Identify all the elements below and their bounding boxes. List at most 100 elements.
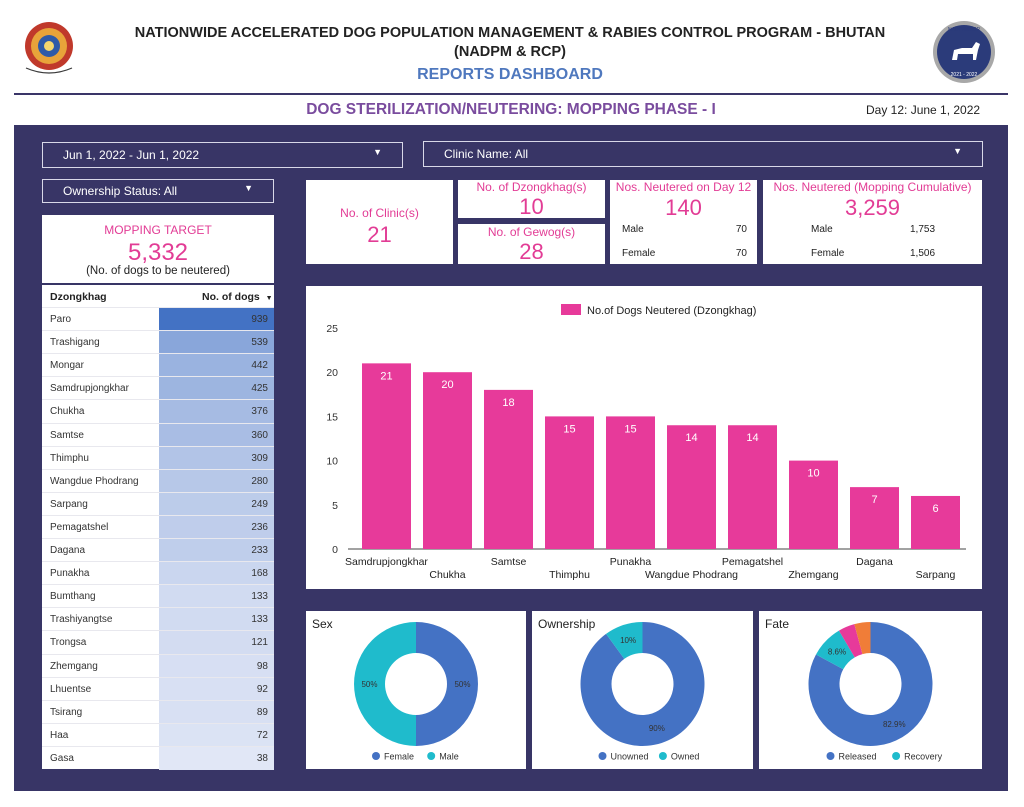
row-dog-count: 92 <box>256 683 268 695</box>
sex-donut-chart: Sex 50% 50% Female Male <box>312 617 478 762</box>
table-row[interactable]: Haa 72 <box>42 722 274 747</box>
x-tick-label: Wangdue Phodrang <box>645 569 738 581</box>
row-dzongkhag-name: Sarpang <box>50 498 88 510</box>
x-tick-label: Punakha <box>610 556 652 568</box>
gewogs-value: 28 <box>519 239 544 264</box>
table-header-count[interactable]: No. of dogs ▼ <box>202 291 273 313</box>
y-tick-label: 10 <box>326 456 338 468</box>
bar-chart: No.of Dogs Neutered (Dzongkhag) 0 5 10 15 20 2… <box>326 304 966 581</box>
bar[interactable] <box>789 460 838 549</box>
donut-legend-item[interactable]: Unowned <box>598 752 649 762</box>
row-heat-cell <box>159 446 274 470</box>
bar[interactable] <box>362 363 411 549</box>
clinic-dropdown[interactable]: Clinic Name: All ▼ <box>423 141 983 167</box>
row-dog-count: 309 <box>251 452 268 464</box>
donut-slice[interactable] <box>808 622 933 746</box>
table-row[interactable]: Samdrupjongkhar 425 <box>42 376 274 401</box>
row-heat-cell <box>159 308 274 331</box>
donut-slice[interactable] <box>354 622 416 746</box>
table-row[interactable]: Dagana 233 <box>42 538 274 562</box>
bar[interactable] <box>423 372 472 549</box>
table-row[interactable]: Thimphu 309 <box>42 445 274 470</box>
donut-legend-item[interactable]: Female <box>372 752 414 762</box>
row-dzongkhag-name: Punakha <box>50 568 90 580</box>
row-heat-cell <box>159 746 274 770</box>
program-title: NATIONWIDE ACCELERATED DOG POPULATION MA… <box>134 25 886 60</box>
row-dzongkhag-name: Thimphu <box>50 452 89 464</box>
bar[interactable] <box>606 416 655 549</box>
donut-legend-item[interactable]: Male <box>427 752 459 762</box>
ownership-dropdown[interactable]: Ownership Status: All ▼ <box>42 179 274 203</box>
dashboard-title: REPORTS DASHBOARD <box>417 66 603 83</box>
table-row[interactable]: Punakha 168 <box>42 561 274 586</box>
page-subtitle: DOG STERILIZATION/NEUTERING: MOPPING PHA… <box>306 101 716 118</box>
row-dzongkhag-name: Samdrupjongkhar <box>50 383 129 395</box>
bar[interactable] <box>911 495 960 549</box>
table-row[interactable]: Bumthang 133 <box>42 584 274 609</box>
clinics-value: 21 <box>367 222 392 247</box>
table-row[interactable]: Trashiyangtse 133 <box>42 607 274 632</box>
table-row[interactable]: Pemagatshel 236 <box>42 514 274 539</box>
row-dzongkhag-name: Trashigang <box>50 337 100 349</box>
table-row[interactable]: Sarpang 249 <box>42 491 274 516</box>
donut-slice[interactable] <box>606 622 643 659</box>
row-dzongkhag-name: Trongsa <box>50 637 87 649</box>
donut-slice[interactable] <box>580 622 705 746</box>
donut-legend-item[interactable]: Owned <box>658 752 700 762</box>
row-heat-cell <box>159 654 274 678</box>
table-row[interactable]: Lhuentse 92 <box>42 676 274 701</box>
bar[interactable] <box>667 425 716 549</box>
date-range-dropdown[interactable]: Jun 1, 2022 - Jun 1, 2022 ▼ <box>42 142 403 168</box>
y-tick-label: 5 <box>332 500 338 512</box>
x-tick-label: Chukha <box>429 569 465 581</box>
donut-legend-item[interactable]: Released <box>826 752 877 762</box>
donut-title: Ownership <box>538 617 596 631</box>
bar-chart-card: No.of Dogs Neutered (Dzongkhag) 0 5 10 15 20 2… <box>306 286 982 589</box>
row-dog-count: 360 <box>251 429 268 441</box>
donut-legend-item[interactable]: Recovery <box>892 752 943 762</box>
table-row[interactable]: Trashigang 539 <box>42 330 274 355</box>
row-heat-cell <box>159 539 274 562</box>
day12-female-value: 70 <box>735 248 747 259</box>
row-heat-cell <box>159 400 274 424</box>
table-header-dzongkhag[interactable]: Dzongkhag <box>50 291 107 303</box>
bar[interactable] <box>728 425 777 549</box>
table-row[interactable]: Trongsa 121 <box>42 630 274 655</box>
table-row[interactable]: Wangdue Phodrang 280 <box>42 468 274 493</box>
table-row[interactable]: Chukha 376 <box>42 399 274 424</box>
donut-slice[interactable] <box>854 622 871 655</box>
table-row[interactable]: Samtse 360 <box>42 422 274 447</box>
legend-label: Released <box>839 752 877 762</box>
fate-donut-card: Fate 82.9% 8.6% Released Recovery <box>759 611 982 769</box>
bar[interactable] <box>484 389 533 549</box>
row-dog-count: 442 <box>251 360 268 372</box>
row-dzongkhag-name: Trashiyangtse <box>50 614 113 626</box>
table-row[interactable]: Zhemgang 98 <box>42 653 274 678</box>
row-dog-count: 376 <box>251 406 268 418</box>
table-row[interactable]: Gasa 38 <box>42 745 274 770</box>
ownership-donut-chart: Ownership 90% 10% Unowned Owned <box>538 617 705 762</box>
bar[interactable] <box>850 487 899 549</box>
donut-slice[interactable] <box>815 630 855 670</box>
table-row[interactable]: Tsirang 89 <box>42 699 274 724</box>
nadpm-logo-years: 2021 - 2022 <box>951 72 978 78</box>
row-heat-cell <box>159 608 274 632</box>
row-dzongkhag-name: Mongar <box>50 360 84 372</box>
y-tick-label: 0 <box>332 544 338 556</box>
row-dzongkhag-name: Haa <box>50 729 69 741</box>
chart-legend: No.of Dogs Neutered (Dzongkhag) <box>561 304 756 317</box>
row-heat-cell <box>159 677 274 701</box>
legend-swatch <box>561 304 581 315</box>
row-dog-count: 168 <box>251 568 268 580</box>
row-heat-cell <box>159 377 274 401</box>
mopping-target-value: 5,332 <box>127 239 189 266</box>
table-row[interactable]: Paro 939 <box>42 307 274 331</box>
dzongkhags-value: 10 <box>519 194 544 219</box>
table-row[interactable]: Mongar 442 <box>42 353 274 378</box>
cumulative-label: Nos. Neutered (Mopping Cumulative) <box>773 180 972 194</box>
x-tick-label: Samtse <box>491 556 527 568</box>
donut-slice[interactable] <box>416 622 478 746</box>
legend-label: Unowned <box>611 752 649 762</box>
bar[interactable] <box>545 416 594 549</box>
donut-slice[interactable] <box>838 624 863 658</box>
